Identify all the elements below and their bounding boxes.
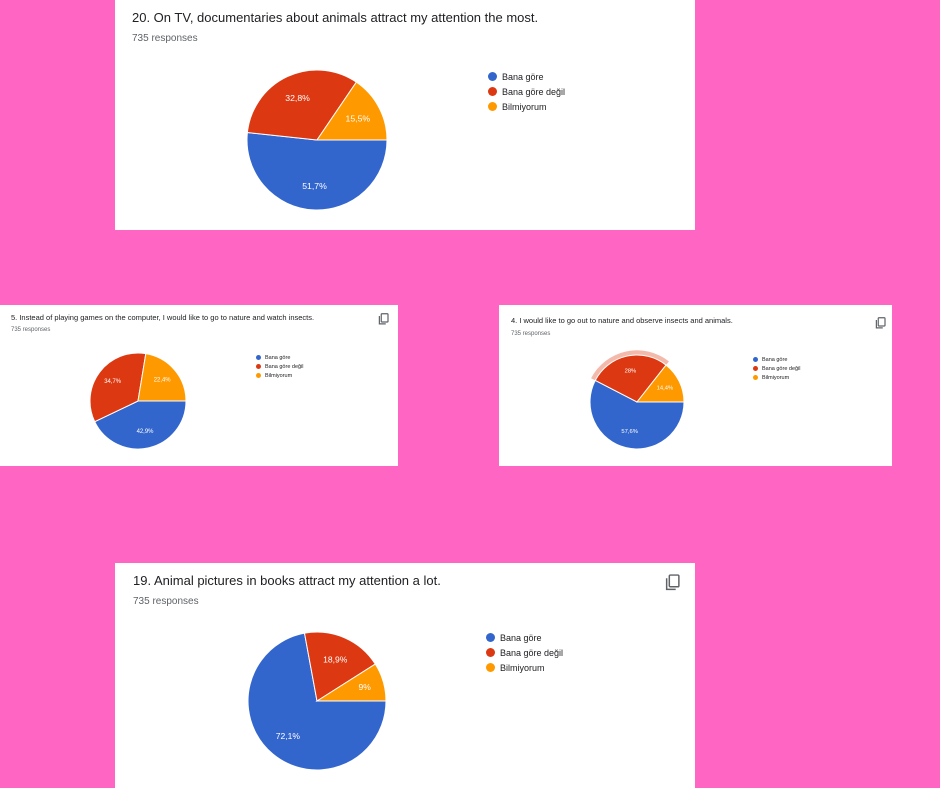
chart-title: 4. I would like to go out to nature and … [511, 316, 733, 325]
pie-chart[interactable]: 57,6% 28% 14,4% [589, 350, 685, 450]
chart-legend: Bana göre Bana göre değil Bilmiyorum [753, 355, 801, 382]
legend-item-bana-gore-degil[interactable]: Bana göre değil [256, 362, 304, 371]
slice-bilmiyorum[interactable] [315, 663, 387, 702]
legend-label: Bilmiyorum [265, 372, 293, 379]
slice-label-bilmiyorum: 22,4% [154, 378, 172, 384]
chart-title: 5. Instead of playing games on the compu… [11, 313, 315, 322]
slice-label-bana-gore: 42,9% [137, 429, 155, 435]
legend-swatch [753, 357, 758, 362]
legend-item-bilmiyorum[interactable]: Bilmiyorum [486, 660, 563, 675]
slice-bilmiyorum[interactable] [137, 353, 187, 402]
slice-label-bilmiyorum: 14,4% [657, 385, 673, 391]
response-count: 735 responses [511, 331, 551, 337]
legend-item-bana-gore[interactable]: Bana göre [256, 353, 304, 362]
legend-label: Bilmiyorum [502, 101, 547, 112]
legend-label: Bilmiyorum [500, 662, 545, 673]
legend-label: Bana göre [502, 71, 544, 82]
legend-swatch [486, 648, 495, 657]
legend-swatch [488, 72, 497, 81]
legend-swatch [256, 373, 261, 378]
legend-item-bana-gore[interactable]: Bana göre [486, 630, 563, 645]
slice-label-bilmiyorum: 9% [359, 682, 372, 692]
slice-bana-gore-degil[interactable] [303, 631, 376, 702]
legend-item-bilmiyorum[interactable]: Bilmiyorum [753, 373, 801, 382]
slice-bana-gore-degil[interactable] [246, 69, 358, 141]
legend-label: Bana göre değil [762, 365, 801, 372]
chart-title: 20. On TV, documentaries about animals a… [132, 10, 539, 25]
slice-bana-gore-degil[interactable] [89, 352, 147, 423]
slice-label-bana-gore: 51,7% [302, 181, 327, 191]
legend-item-bana-gore[interactable]: Bana göre [488, 69, 565, 84]
slice-bilmiyorum[interactable] [316, 81, 388, 141]
chart-title: 19. Animal pictures in books attract my … [133, 573, 441, 588]
legend-swatch [256, 364, 261, 369]
slice-label-bana-gore-degil: 32,8% [285, 93, 310, 103]
legend-item-bana-gore[interactable]: Bana göre [753, 355, 801, 364]
slice-label-bana-gore-degil: 28% [625, 369, 637, 375]
chart-card-q19: 19. Animal pictures in books attract my … [115, 563, 695, 788]
slice-label-bana-gore: 72,1% [276, 731, 301, 741]
legend-label: Bana göre değil [500, 647, 564, 658]
legend-label: Bana göre [500, 632, 542, 643]
pie-chart[interactable]: 51,7% 32,8% 15,5% [246, 69, 388, 211]
legend-item-bana-gore-degil[interactable]: Bana göre değil [753, 364, 801, 373]
copy-icon[interactable] [378, 313, 389, 325]
legend-item-bilmiyorum[interactable]: Bilmiyorum [256, 371, 304, 380]
legend-item-bana-gore-degil[interactable]: Bana göre değil [486, 645, 563, 660]
chart-legend: Bana göre Bana göre değil Bilmiyorum [486, 630, 563, 675]
legend-swatch [486, 663, 495, 672]
slice-bana-gore[interactable] [94, 400, 187, 450]
legend-swatch [753, 366, 758, 371]
legend-swatch [753, 375, 758, 380]
legend-swatch [256, 355, 261, 360]
legend-label: Bana göre [762, 356, 788, 363]
slice-label-bana-gore: 57,6% [621, 429, 637, 435]
response-count: 735 responses [11, 327, 51, 333]
legend-label: Bana göre değil [502, 86, 566, 97]
response-count: 735 responses [133, 596, 199, 607]
legend-item-bana-gore-degil[interactable]: Bana göre değil [488, 84, 565, 99]
slice-label-bana-gore-degil: 18,9% [323, 654, 348, 664]
copy-icon[interactable] [875, 317, 886, 329]
legend-label: Bana göre [265, 354, 291, 361]
chart-card-q5: 5. Instead of playing games on the compu… [0, 305, 398, 466]
legend-item-bilmiyorum[interactable]: Bilmiyorum [488, 99, 565, 114]
legend-swatch [488, 87, 497, 96]
chart-legend: Bana göre Bana göre değil Bilmiyorum [256, 353, 304, 380]
slice-bana-gore[interactable] [589, 379, 685, 450]
copy-icon[interactable] [665, 574, 680, 591]
legend-label: Bana göre değil [265, 363, 304, 370]
chart-legend: Bana göre Bana göre değil Bilmiyorum [488, 69, 565, 114]
chart-card-q4: 4. I would like to go out to nature and … [499, 305, 892, 466]
legend-label: Bilmiyorum [762, 374, 790, 381]
response-count: 735 responses [132, 33, 198, 44]
slice-label-bana-gore-degil: 34,7% [104, 379, 122, 385]
legend-swatch [488, 102, 497, 111]
pie-chart[interactable]: 42,9% 34,7% 22,4% [89, 352, 187, 450]
pie-chart[interactable]: 72,1% 18,9% 9% [247, 631, 387, 771]
slice-bana-gore[interactable] [246, 131, 388, 211]
slice-bilmiyorum[interactable] [635, 364, 685, 403]
legend-swatch [486, 633, 495, 642]
slice-bana-gore-degil[interactable] [594, 354, 667, 403]
chart-card-q20: 20. On TV, documentaries about animals a… [115, 0, 695, 230]
slice-label-bilmiyorum: 15,5% [346, 113, 371, 123]
